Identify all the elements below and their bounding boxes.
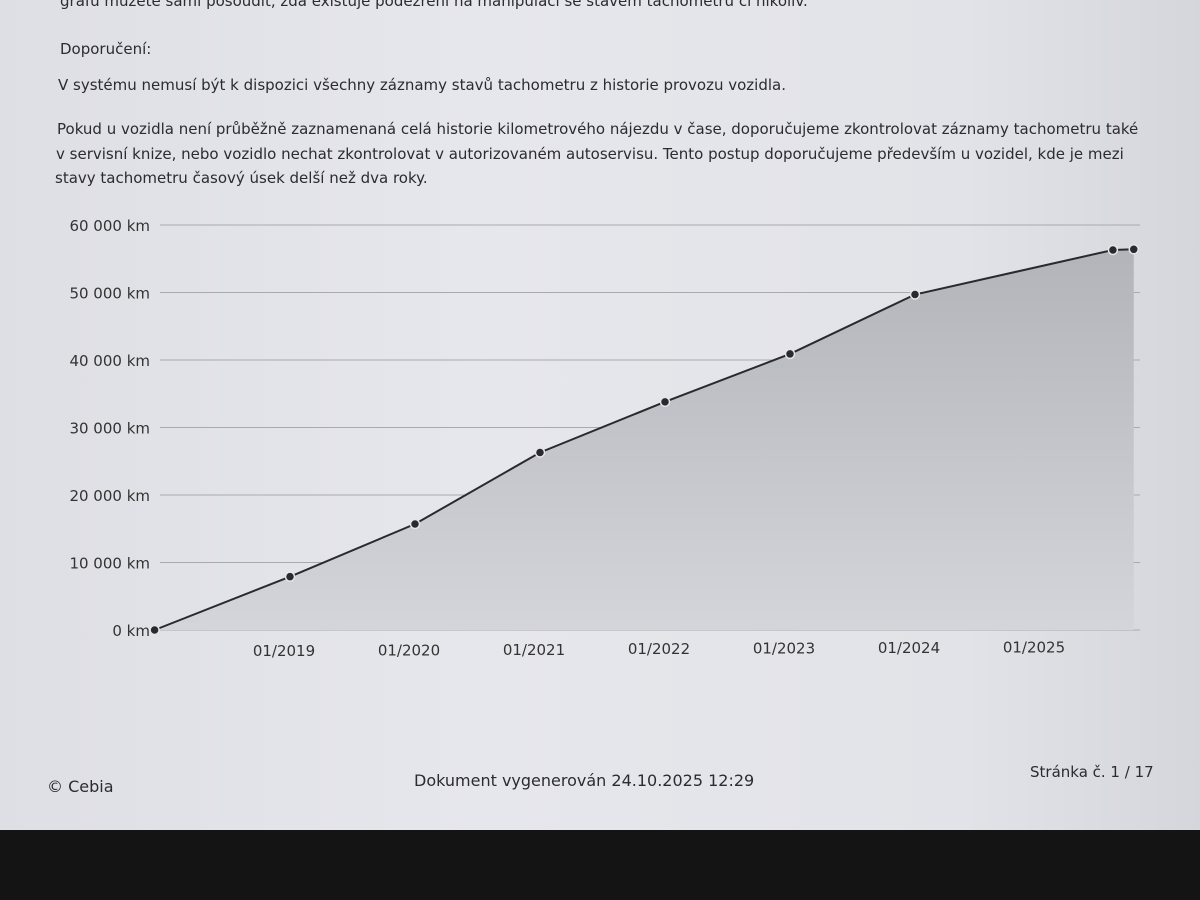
- x-tick-label: 01/2022: [628, 640, 690, 658]
- data-point: [1107, 244, 1119, 256]
- y-tick-label: 10 000 km: [69, 555, 150, 573]
- x-tick-label: 01/2023: [753, 640, 815, 658]
- x-tick-label: 01/2020: [378, 641, 440, 659]
- intro-text-tail: grafu můžete sami posoudit, zda existuje…: [60, 0, 808, 10]
- paragraph-1: V systému nemusí být k dispozici všechny…: [58, 76, 786, 94]
- data-point: [149, 624, 160, 636]
- data-point: [784, 348, 796, 360]
- background-dark: [0, 830, 1200, 900]
- x-tick-label: 01/2021: [503, 641, 565, 659]
- data-point: [659, 396, 671, 408]
- data-point: [409, 518, 421, 530]
- data-point: [534, 447, 546, 458]
- chart-area-fill: [154, 249, 1134, 631]
- y-tick-label: 20 000 km: [69, 487, 150, 505]
- page-number: Stránka č. 1 / 17: [1030, 763, 1154, 781]
- x-tick-label: 01/2025: [1003, 638, 1065, 656]
- y-tick-label: 50 000 km: [69, 285, 150, 303]
- data-point: [1128, 244, 1139, 255]
- x-tick-label: 01/2024: [878, 639, 940, 657]
- y-tick-label: 60 000 km: [69, 217, 150, 235]
- document-page: grafu můžete sami posoudit, zda existuje…: [0, 0, 1200, 830]
- odometer-chart: 0 km 10 000 km 20 000 km 30 000 km 40 000 km…: [69, 217, 1140, 660]
- recommendation-heading: Doporučení:: [60, 40, 152, 58]
- paragraph-2-line-1: Pokud u vozidla není průběžně zaznamenan…: [57, 120, 1139, 138]
- paragraph-2-line-2: v servisní knize, nebo vozidlo nechat zk…: [56, 145, 1124, 163]
- data-point: [909, 289, 921, 300]
- y-tick-label: 0 km: [112, 622, 150, 640]
- copyright: © Cebia: [47, 777, 114, 796]
- generated-timestamp: Dokument vygenerován 24.10.2025 12:29: [414, 771, 755, 790]
- y-tick-label: 40 000 km: [69, 352, 150, 370]
- paragraph-2-line-3: stavy tachometru časový úsek delší než d…: [55, 169, 428, 187]
- x-tick-label: 01/2019: [253, 642, 315, 660]
- y-tick-label: 30 000 km: [69, 420, 150, 438]
- data-point: [284, 571, 296, 582]
